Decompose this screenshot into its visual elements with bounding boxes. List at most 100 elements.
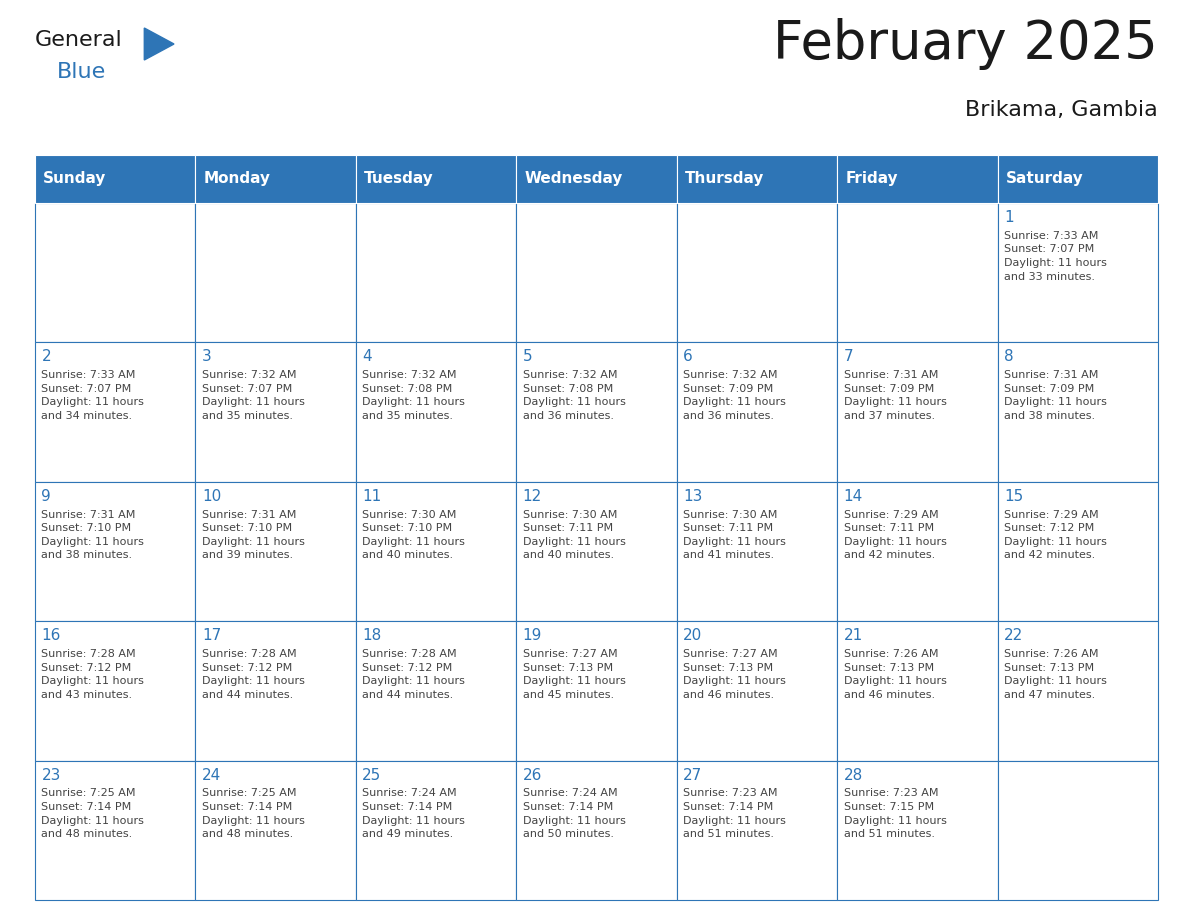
Bar [517, 761, 677, 900]
Text: 25: 25 [362, 767, 381, 782]
Bar [34, 203, 196, 342]
Bar [196, 761, 356, 900]
Bar [517, 482, 677, 621]
Text: 13: 13 [683, 488, 702, 504]
Bar [838, 203, 998, 342]
Text: 28: 28 [843, 767, 862, 782]
Bar [196, 482, 356, 621]
Text: Sunrise: 7:32 AM
Sunset: 7:09 PM
Daylight: 11 hours
and 36 minutes.: Sunrise: 7:32 AM Sunset: 7:09 PM Dayligh… [683, 370, 786, 421]
Bar [517, 155, 677, 203]
Bar [677, 342, 838, 482]
Text: Sunrise: 7:31 AM
Sunset: 7:10 PM
Daylight: 11 hours
and 38 minutes.: Sunrise: 7:31 AM Sunset: 7:10 PM Dayligh… [42, 509, 144, 561]
Bar [34, 761, 196, 900]
Bar [677, 155, 838, 203]
Text: Sunrise: 7:32 AM
Sunset: 7:08 PM
Daylight: 11 hours
and 36 minutes.: Sunrise: 7:32 AM Sunset: 7:08 PM Dayligh… [523, 370, 626, 421]
Text: Sunrise: 7:31 AM
Sunset: 7:09 PM
Daylight: 11 hours
and 37 minutes.: Sunrise: 7:31 AM Sunset: 7:09 PM Dayligh… [843, 370, 947, 421]
Text: Sunrise: 7:32 AM
Sunset: 7:07 PM
Daylight: 11 hours
and 35 minutes.: Sunrise: 7:32 AM Sunset: 7:07 PM Dayligh… [202, 370, 304, 421]
Text: 8: 8 [1004, 350, 1013, 364]
Bar [838, 621, 998, 761]
Text: Sunrise: 7:28 AM
Sunset: 7:12 PM
Daylight: 11 hours
and 44 minutes.: Sunrise: 7:28 AM Sunset: 7:12 PM Dayligh… [202, 649, 304, 700]
Bar [356, 203, 517, 342]
Text: Wednesday: Wednesday [524, 172, 623, 186]
Text: Sunrise: 7:30 AM
Sunset: 7:11 PM
Daylight: 11 hours
and 41 minutes.: Sunrise: 7:30 AM Sunset: 7:11 PM Dayligh… [683, 509, 786, 561]
Text: 17: 17 [202, 628, 221, 644]
Bar [677, 203, 838, 342]
Text: Sunrise: 7:24 AM
Sunset: 7:14 PM
Daylight: 11 hours
and 50 minutes.: Sunrise: 7:24 AM Sunset: 7:14 PM Dayligh… [523, 789, 626, 839]
Polygon shape [144, 28, 173, 60]
Text: 15: 15 [1004, 488, 1023, 504]
Text: Sunday: Sunday [43, 172, 107, 186]
Bar [838, 342, 998, 482]
Bar [998, 155, 1158, 203]
Text: 12: 12 [523, 488, 542, 504]
Text: Brikama, Gambia: Brikama, Gambia [965, 100, 1158, 120]
Bar [677, 761, 838, 900]
Bar [677, 621, 838, 761]
Text: Sunrise: 7:26 AM
Sunset: 7:13 PM
Daylight: 11 hours
and 47 minutes.: Sunrise: 7:26 AM Sunset: 7:13 PM Dayligh… [1004, 649, 1107, 700]
Text: Sunrise: 7:23 AM
Sunset: 7:15 PM
Daylight: 11 hours
and 51 minutes.: Sunrise: 7:23 AM Sunset: 7:15 PM Dayligh… [843, 789, 947, 839]
Text: Sunrise: 7:30 AM
Sunset: 7:11 PM
Daylight: 11 hours
and 40 minutes.: Sunrise: 7:30 AM Sunset: 7:11 PM Dayligh… [523, 509, 626, 561]
Text: Sunrise: 7:33 AM
Sunset: 7:07 PM
Daylight: 11 hours
and 34 minutes.: Sunrise: 7:33 AM Sunset: 7:07 PM Dayligh… [42, 370, 144, 421]
Text: Tuesday: Tuesday [364, 172, 434, 186]
Text: Sunrise: 7:25 AM
Sunset: 7:14 PM
Daylight: 11 hours
and 48 minutes.: Sunrise: 7:25 AM Sunset: 7:14 PM Dayligh… [202, 789, 304, 839]
Text: 3: 3 [202, 350, 211, 364]
Bar [356, 155, 517, 203]
Text: Sunrise: 7:29 AM
Sunset: 7:11 PM
Daylight: 11 hours
and 42 minutes.: Sunrise: 7:29 AM Sunset: 7:11 PM Dayligh… [843, 509, 947, 561]
Bar [356, 621, 517, 761]
Bar [356, 482, 517, 621]
Text: Sunrise: 7:23 AM
Sunset: 7:14 PM
Daylight: 11 hours
and 51 minutes.: Sunrise: 7:23 AM Sunset: 7:14 PM Dayligh… [683, 789, 786, 839]
Text: 9: 9 [42, 488, 51, 504]
Bar [517, 342, 677, 482]
Text: General: General [34, 30, 122, 50]
Text: Thursday: Thursday [684, 172, 764, 186]
Text: Sunrise: 7:30 AM
Sunset: 7:10 PM
Daylight: 11 hours
and 40 minutes.: Sunrise: 7:30 AM Sunset: 7:10 PM Dayligh… [362, 509, 466, 561]
Text: 24: 24 [202, 767, 221, 782]
Text: Sunrise: 7:32 AM
Sunset: 7:08 PM
Daylight: 11 hours
and 35 minutes.: Sunrise: 7:32 AM Sunset: 7:08 PM Dayligh… [362, 370, 466, 421]
Text: Sunrise: 7:31 AM
Sunset: 7:10 PM
Daylight: 11 hours
and 39 minutes.: Sunrise: 7:31 AM Sunset: 7:10 PM Dayligh… [202, 509, 304, 561]
Text: Sunrise: 7:27 AM
Sunset: 7:13 PM
Daylight: 11 hours
and 45 minutes.: Sunrise: 7:27 AM Sunset: 7:13 PM Dayligh… [523, 649, 626, 700]
Text: 19: 19 [523, 628, 542, 644]
Text: 27: 27 [683, 767, 702, 782]
Bar [196, 155, 356, 203]
Text: Monday: Monday [203, 172, 271, 186]
Text: 1: 1 [1004, 210, 1013, 225]
Text: 16: 16 [42, 628, 61, 644]
Text: 5: 5 [523, 350, 532, 364]
Bar [998, 482, 1158, 621]
Bar [356, 342, 517, 482]
Bar [517, 203, 677, 342]
Text: Sunrise: 7:28 AM
Sunset: 7:12 PM
Daylight: 11 hours
and 43 minutes.: Sunrise: 7:28 AM Sunset: 7:12 PM Dayligh… [42, 649, 144, 700]
Bar [998, 761, 1158, 900]
Text: Sunrise: 7:24 AM
Sunset: 7:14 PM
Daylight: 11 hours
and 49 minutes.: Sunrise: 7:24 AM Sunset: 7:14 PM Dayligh… [362, 789, 466, 839]
Bar [998, 203, 1158, 342]
Text: Sunrise: 7:28 AM
Sunset: 7:12 PM
Daylight: 11 hours
and 44 minutes.: Sunrise: 7:28 AM Sunset: 7:12 PM Dayligh… [362, 649, 466, 700]
Text: 20: 20 [683, 628, 702, 644]
Bar [196, 621, 356, 761]
Text: 23: 23 [42, 767, 61, 782]
Text: February 2025: February 2025 [773, 18, 1158, 70]
Bar [196, 203, 356, 342]
Text: Sunrise: 7:27 AM
Sunset: 7:13 PM
Daylight: 11 hours
and 46 minutes.: Sunrise: 7:27 AM Sunset: 7:13 PM Dayligh… [683, 649, 786, 700]
Text: 14: 14 [843, 488, 862, 504]
Bar [998, 342, 1158, 482]
Text: 2: 2 [42, 350, 51, 364]
Bar [34, 482, 196, 621]
Text: Blue: Blue [56, 62, 106, 82]
Bar [998, 621, 1158, 761]
Text: 22: 22 [1004, 628, 1023, 644]
Text: 26: 26 [523, 767, 542, 782]
Bar [838, 155, 998, 203]
Bar [838, 761, 998, 900]
Bar [356, 761, 517, 900]
Text: Sunrise: 7:29 AM
Sunset: 7:12 PM
Daylight: 11 hours
and 42 minutes.: Sunrise: 7:29 AM Sunset: 7:12 PM Dayligh… [1004, 509, 1107, 561]
Text: 7: 7 [843, 350, 853, 364]
Bar [838, 482, 998, 621]
Text: 6: 6 [683, 350, 693, 364]
Text: Sunrise: 7:25 AM
Sunset: 7:14 PM
Daylight: 11 hours
and 48 minutes.: Sunrise: 7:25 AM Sunset: 7:14 PM Dayligh… [42, 789, 144, 839]
Bar [34, 155, 196, 203]
Text: 21: 21 [843, 628, 862, 644]
Text: Sunrise: 7:33 AM
Sunset: 7:07 PM
Daylight: 11 hours
and 33 minutes.: Sunrise: 7:33 AM Sunset: 7:07 PM Dayligh… [1004, 231, 1107, 282]
Bar [677, 482, 838, 621]
Text: 18: 18 [362, 628, 381, 644]
Text: Sunrise: 7:26 AM
Sunset: 7:13 PM
Daylight: 11 hours
and 46 minutes.: Sunrise: 7:26 AM Sunset: 7:13 PM Dayligh… [843, 649, 947, 700]
